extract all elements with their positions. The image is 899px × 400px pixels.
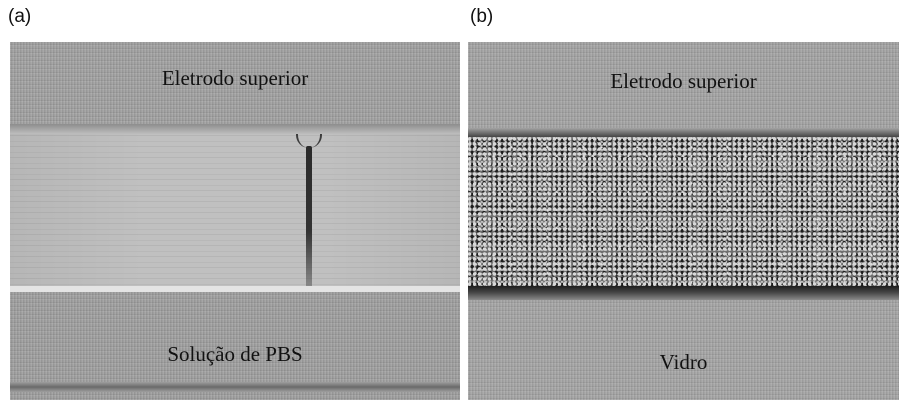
pbs-solution-label: Solução de PBS	[167, 342, 303, 366]
sample-bottom-edge	[10, 286, 460, 292]
top-electrode-edge	[468, 128, 899, 138]
top-electrode-region	[468, 42, 899, 134]
glass-region	[468, 300, 899, 400]
top-electrode-region	[10, 42, 460, 130]
bottom-dark-line	[10, 382, 460, 392]
micrograph-panel-a: Eletrodo superior Solução de PBS	[10, 42, 460, 400]
top-electrode-label: Eletrodo superior	[610, 69, 757, 93]
sample-bottom-edge	[468, 286, 899, 300]
crack-line	[306, 146, 312, 288]
sample-layer	[10, 134, 460, 290]
top-electrode-label: Eletrodo superior	[161, 66, 309, 90]
speckle-sample-layer	[468, 137, 899, 289]
top-electrode-edge	[10, 124, 460, 134]
panel-b-letter: (b)	[470, 6, 494, 27]
panel-a-letter: (a)	[8, 6, 32, 27]
glass-label: Vidro	[659, 350, 708, 374]
micrograph-panel-b: Eletrodo superior Vidro	[468, 42, 899, 400]
